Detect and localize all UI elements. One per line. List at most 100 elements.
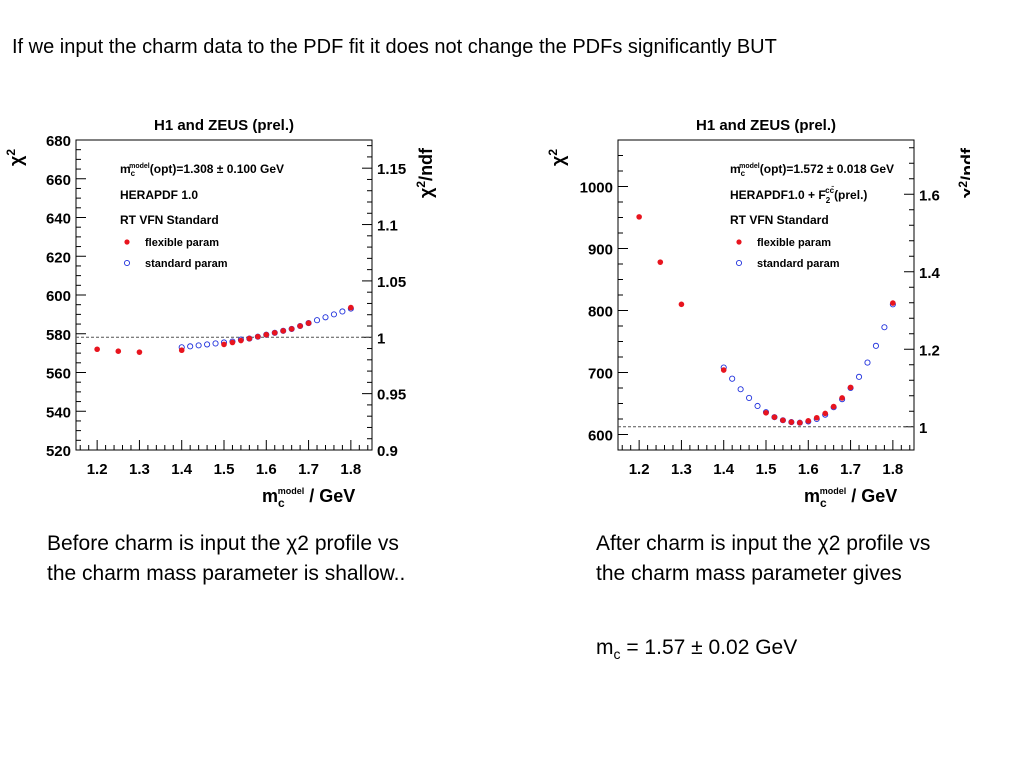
x-tick-label: 1.2	[87, 461, 108, 478]
x-tick-label: 1.8	[340, 461, 361, 478]
legend-marker-flexible	[124, 239, 130, 245]
legend-marker-flexible	[736, 239, 742, 245]
x-axis-label: mcmodel / GeV	[804, 486, 897, 510]
charm-mass-result: mc = 1.57 ± 0.02 GeV	[596, 636, 797, 662]
legend-label: flexible param	[757, 237, 831, 249]
data-point-standard	[330, 311, 337, 318]
y2-tick-label: 1.15	[377, 161, 406, 178]
annotation-pdf: HERAPDF1.0 + F2cc̄(prel.)	[730, 186, 867, 205]
x-tick-label: 1.4	[713, 461, 735, 478]
legend-label: flexible param	[145, 237, 219, 249]
data-point-flexible	[348, 304, 354, 311]
chi2-chart-after: H1 and ZEUS (prel.) 1.2 1.3 1.4 1.5 1.6 1.7 1.8…	[530, 105, 978, 530]
data-point-standard	[204, 341, 211, 348]
data-point-flexible	[246, 335, 253, 342]
data-point-flexible	[271, 329, 278, 336]
data-point-flexible	[255, 333, 261, 340]
data-point-flexible	[822, 410, 828, 417]
plot-frame	[75, 139, 373, 451]
annotation-mc-opt: mcmodel(opt)=1.308 ± 0.100 GeV	[120, 162, 284, 178]
y-tick-label: 700	[588, 366, 613, 383]
x-tick-label: 1.7	[840, 461, 861, 478]
data-point-flexible	[221, 341, 227, 348]
y-tick-label: 640	[46, 211, 71, 228]
data-point-flexible	[847, 384, 854, 391]
y2-axis-label: χ2/ndf	[956, 147, 970, 198]
data-point-standard	[872, 342, 879, 349]
data-point-flexible	[178, 347, 185, 354]
y2-tick-label: 1.1	[377, 218, 398, 235]
plot-frame	[617, 139, 915, 451]
data-point-standard	[212, 340, 219, 347]
data-point-standard	[754, 402, 761, 410]
y-tick-label: 620	[46, 249, 71, 266]
y-tick-label: 1000	[580, 180, 613, 197]
data-point-flexible	[636, 214, 642, 220]
x-tick-label: 1.7	[298, 461, 319, 478]
legend-label: standard param	[757, 258, 840, 270]
headline: If we input the charm data to the PDF fi…	[12, 36, 777, 58]
data-point-flexible	[830, 403, 837, 410]
x-tick-label: 1.4	[171, 461, 193, 478]
data-point-flexible	[813, 414, 820, 421]
y2-tick-label: 1.6	[919, 187, 940, 204]
chart-svg: H1 and ZEUS (prel.) 1.2 1.3 1.4 1.5 1.6 1.7 1.8…	[546, 117, 978, 510]
y2-tick-label: 0.95	[377, 387, 406, 404]
y-tick-label: 580	[46, 327, 71, 344]
mass-subscript: c	[613, 646, 621, 663]
data-point-flexible	[115, 348, 122, 354]
data-point-flexible	[780, 417, 786, 424]
y-axis-label: χ2	[546, 149, 568, 166]
data-point-flexible	[238, 337, 244, 344]
data-point-flexible	[280, 328, 287, 334]
data-point-standard	[729, 375, 736, 382]
data-point-flexible	[229, 339, 236, 346]
y2-tick-label: 1	[919, 420, 927, 437]
caption-after: After charm is input the χ2 profile vs t…	[596, 532, 931, 585]
data-point-flexible	[263, 331, 270, 338]
chart-title: H1 and ZEUS (prel.)	[154, 117, 294, 134]
data-point-standard	[737, 386, 744, 393]
legend-marker-standard	[735, 259, 743, 267]
data-point-flexible	[305, 320, 312, 326]
y2-tick-label: 1	[377, 330, 385, 347]
y2-tick-label: 0.9	[377, 443, 398, 460]
data-point-flexible	[297, 323, 303, 329]
annotation-pdf: HERAPDF 1.0	[120, 188, 198, 202]
caption-before: Before charm is input the χ2 profile vs …	[47, 532, 406, 585]
data-point-standard	[881, 324, 888, 331]
x-tick-label: 1.3	[129, 461, 150, 478]
y-tick-label: 600	[46, 288, 71, 305]
data-point-flexible	[763, 410, 769, 416]
chart-svg: H1 and ZEUS (prel.) 1.2 1.3 1.4 1.5 1.6 1.7 1.8…	[4, 117, 436, 510]
x-tick-label: 1.5	[756, 461, 777, 478]
data-point-standard	[187, 343, 194, 350]
y-tick-label: 520	[46, 443, 71, 460]
y-tick-label: 560	[46, 366, 71, 383]
data-point-flexible	[136, 349, 143, 355]
data-point-flexible	[788, 419, 795, 425]
x-tick-label: 1.6	[798, 461, 819, 478]
data-point-standard	[195, 342, 202, 349]
chart-title: H1 and ZEUS (prel.)	[696, 117, 836, 134]
y-tick-label: 540	[46, 404, 71, 421]
data-point-standard	[339, 308, 346, 315]
annotation-mc-opt: mcmodel(opt)=1.572 ± 0.018 GeV	[730, 162, 894, 178]
x-tick-label: 1.2	[629, 461, 650, 478]
data-point-flexible	[797, 419, 803, 426]
x-tick-label: 1.6	[256, 461, 277, 478]
y-tick-label: 900	[588, 242, 613, 259]
y-tick-label: 600	[588, 428, 613, 445]
data-point-flexible	[839, 395, 845, 401]
mass-value: = 1.57 ± 0.02 GeV	[620, 636, 798, 659]
data-point-flexible	[890, 300, 896, 306]
data-point-flexible	[805, 418, 812, 424]
legend-marker-standard	[123, 259, 131, 267]
y2-tick-label: 1.05	[377, 274, 406, 291]
data-point-flexible	[657, 259, 664, 265]
data-point-standard	[746, 394, 753, 401]
y2-axis-label: χ2/ndf	[414, 147, 436, 198]
y-tick-label: 800	[588, 304, 613, 321]
mass-symbol: m	[596, 636, 614, 659]
data-point-flexible	[94, 346, 100, 353]
